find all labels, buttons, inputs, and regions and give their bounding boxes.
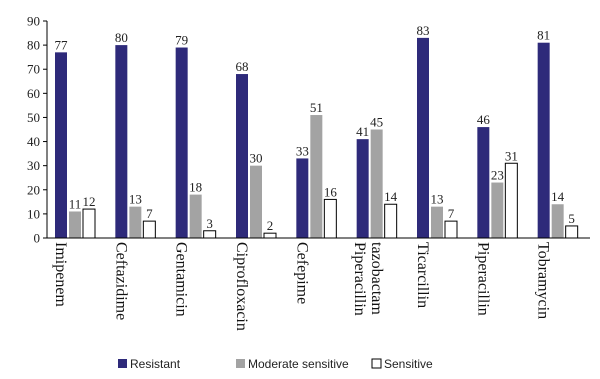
data-label: 80 bbox=[115, 30, 128, 45]
bar-resistant bbox=[356, 139, 369, 238]
data-label: 68 bbox=[236, 59, 249, 74]
bar-resistant bbox=[236, 74, 248, 239]
bar-moderate-sensitive bbox=[69, 211, 81, 238]
y-tick-label: 60 bbox=[27, 86, 40, 101]
category-label: Piperacillin bbox=[474, 242, 491, 316]
y-tick-label: 10 bbox=[27, 206, 40, 221]
data-label: 30 bbox=[250, 151, 263, 166]
data-label: 13 bbox=[129, 192, 142, 207]
legend-label: Moderate sensitive bbox=[248, 357, 349, 371]
data-label: 33 bbox=[296, 143, 309, 158]
bar-sensitive bbox=[142, 220, 156, 239]
bar-sensitive bbox=[82, 208, 96, 239]
data-label: 46 bbox=[477, 112, 491, 127]
y-tick-label: 40 bbox=[27, 134, 40, 149]
category-label: Tobramycin bbox=[535, 242, 552, 319]
data-label: 23 bbox=[491, 168, 504, 183]
y-tick-label: 70 bbox=[27, 62, 40, 77]
data-label: 77 bbox=[55, 37, 69, 52]
bar-moderate-sensitive bbox=[189, 194, 202, 238]
category-label: Cefepime bbox=[293, 242, 310, 304]
bar-sensitive bbox=[444, 220, 458, 239]
category-label: Ticarcillin bbox=[414, 242, 431, 308]
category-label: Gentamicin bbox=[173, 242, 190, 317]
data-label: 7 bbox=[448, 206, 455, 221]
data-label: 14 bbox=[551, 189, 565, 204]
bar-sensitive bbox=[565, 225, 579, 239]
legend-swatch bbox=[118, 359, 127, 368]
data-label: 5 bbox=[568, 211, 575, 226]
data-label: 18 bbox=[189, 180, 202, 195]
bar-moderate-sensitive bbox=[250, 165, 262, 238]
y-tick-label: 90 bbox=[27, 14, 40, 29]
y-tick-label: 0 bbox=[34, 231, 41, 246]
category-label: Imipenem bbox=[52, 242, 69, 307]
data-label: 14 bbox=[384, 189, 398, 204]
bar-sensitive bbox=[323, 198, 337, 239]
y-tick-label: 30 bbox=[27, 158, 40, 173]
bar-resistant bbox=[537, 42, 550, 239]
data-label: 11 bbox=[69, 196, 82, 211]
data-label: 13 bbox=[431, 192, 444, 207]
bar-moderate-sensitive bbox=[431, 206, 443, 238]
bar-resistant bbox=[477, 127, 490, 238]
legend-swatch bbox=[371, 358, 382, 369]
bar-resistant bbox=[417, 37, 429, 238]
y-tick-label: 50 bbox=[27, 110, 40, 125]
bar-resistant bbox=[115, 45, 128, 238]
legend: Resistant Moderate sensitive Sensitive bbox=[118, 357, 433, 371]
data-label: 12 bbox=[83, 194, 96, 209]
data-label: 31 bbox=[505, 148, 518, 163]
bar-moderate-sensitive bbox=[129, 206, 142, 238]
bar-sensitive bbox=[203, 230, 217, 239]
data-label: 2 bbox=[267, 218, 274, 233]
data-label: 81 bbox=[537, 28, 550, 43]
data-label: 45 bbox=[370, 115, 383, 130]
data-label: 3 bbox=[206, 216, 213, 231]
data-label: 83 bbox=[417, 23, 430, 38]
y-tick-label: 80 bbox=[27, 38, 40, 53]
category-labels: Imipenem Ceftazidime Gentamicin Ciprofloxac… bbox=[52, 242, 552, 331]
bar-resistant bbox=[175, 47, 188, 239]
legend-label: Sensitive bbox=[384, 357, 433, 371]
category-label: Ceftazidime bbox=[112, 242, 129, 320]
bars bbox=[55, 37, 579, 239]
bar-moderate-sensitive bbox=[551, 204, 564, 238]
category-label: Ciprofloxacin bbox=[233, 242, 250, 331]
y-axis-ticks: 0 10 20 30 40 50 60 70 80 90 bbox=[27, 14, 47, 246]
bar-resistant bbox=[296, 158, 309, 238]
data-label: 79 bbox=[175, 33, 188, 48]
bar-sensitive bbox=[384, 203, 398, 239]
category-label: Piperacillin bbox=[351, 242, 368, 316]
legend-swatch bbox=[236, 359, 245, 368]
data-label: 41 bbox=[356, 124, 369, 139]
bar-resistant bbox=[55, 52, 67, 238]
data-label: 7 bbox=[146, 206, 153, 221]
y-tick-label: 20 bbox=[27, 182, 40, 197]
data-label: 51 bbox=[310, 100, 323, 115]
bar-sensitive bbox=[263, 232, 277, 239]
data-label: 16 bbox=[324, 184, 338, 199]
category-label: tazobactam bbox=[368, 242, 385, 315]
bar-sensitive bbox=[504, 162, 518, 239]
legend-label: Resistant bbox=[130, 357, 181, 371]
bar-moderate-sensitive bbox=[370, 129, 383, 238]
bar-moderate-sensitive bbox=[310, 115, 323, 238]
bar-moderate-sensitive bbox=[491, 182, 504, 238]
